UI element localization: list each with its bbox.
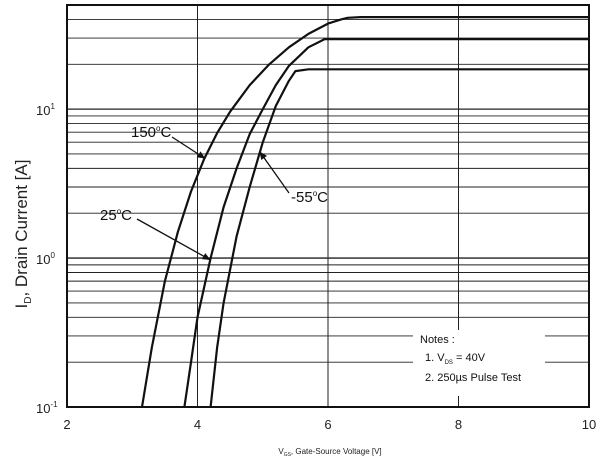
x-tick-label: 8 bbox=[455, 417, 462, 432]
y-axis-label: ID, Drain Current [A] bbox=[12, 160, 34, 309]
notes-title: Notes : bbox=[420, 334, 455, 346]
annotation-label: 150oC bbox=[131, 124, 171, 141]
notes-line-1: 1. VDS = 40V bbox=[425, 352, 486, 366]
annotation-arrowhead bbox=[259, 151, 267, 160]
x-tick-label: 6 bbox=[324, 417, 331, 432]
plot-frame bbox=[66, 4, 590, 408]
annotation-label: 25oC bbox=[100, 207, 132, 224]
annotation-leader bbox=[258, 151, 290, 194]
y-tick-label: 101 bbox=[36, 102, 55, 118]
x-tick-label: 4 bbox=[194, 417, 201, 432]
annotation-label: -55oC bbox=[291, 189, 328, 206]
notes-line-2: 2. 250µs Pulse Test bbox=[425, 372, 521, 384]
annotation-leader bbox=[136, 218, 211, 261]
x-tick-label: 10 bbox=[582, 417, 596, 432]
annotation-arrowhead bbox=[201, 253, 211, 261]
curve-annotations: 150oC 25oC -55oC bbox=[100, 124, 328, 261]
x-tick-labels: 2 4 6 8 10 bbox=[63, 417, 596, 432]
series-line bbox=[209, 68, 589, 408]
y-tick-label: 10-1 bbox=[36, 400, 58, 416]
series-line bbox=[183, 38, 589, 408]
x-axis-label: VGS, Gate-Source Voltage [V] bbox=[278, 447, 381, 458]
x-tick-label: 2 bbox=[63, 417, 70, 432]
notes-box bbox=[413, 330, 545, 396]
y-tick-label: 100 bbox=[36, 251, 55, 267]
annotation-arrowhead bbox=[196, 151, 206, 159]
y-tick-labels: 10-1 100 101 bbox=[36, 102, 58, 416]
